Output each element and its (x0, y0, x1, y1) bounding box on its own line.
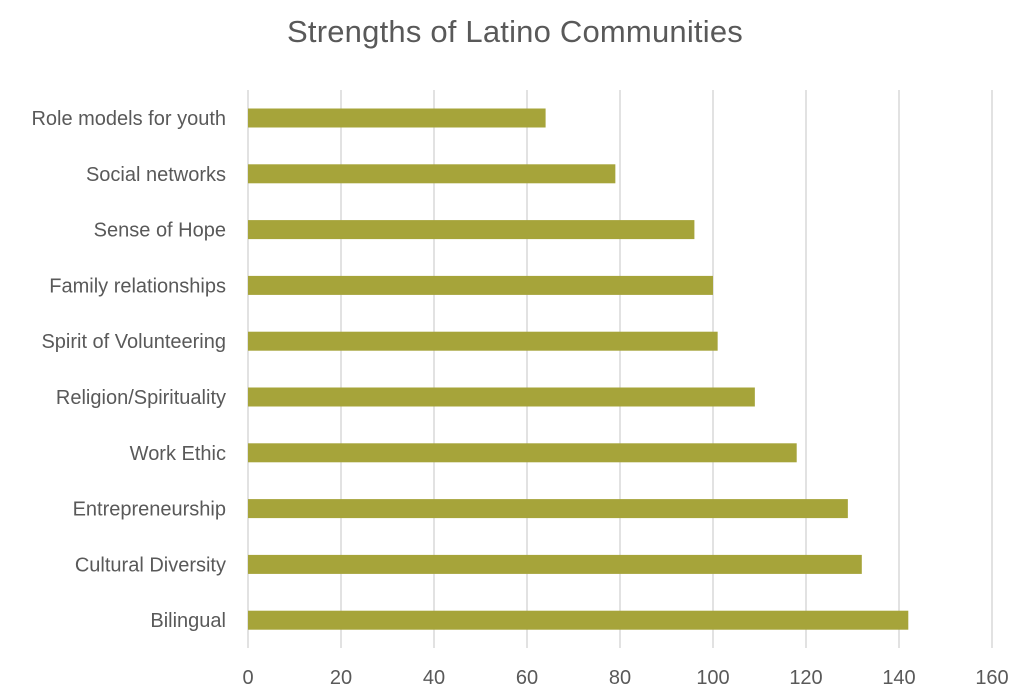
x-tick-label: 120 (789, 667, 822, 689)
x-tick-label: 160 (975, 667, 1008, 689)
category-label: Family relationships (49, 275, 226, 297)
category-label: Role models for youth (31, 108, 226, 130)
category-label: Religion/Spirituality (56, 387, 226, 409)
bar (248, 108, 546, 128)
category-label: Entrepreneurship (73, 499, 226, 521)
x-tick-label: 0 (242, 667, 253, 689)
bar (248, 610, 909, 630)
bar (248, 499, 848, 519)
bar (248, 554, 862, 574)
x-tick-label: 60 (516, 667, 538, 689)
bar (248, 443, 797, 463)
bar (248, 164, 616, 184)
x-tick-label: 140 (882, 667, 915, 689)
category-label: Cultural Diversity (75, 554, 226, 576)
bars (248, 108, 909, 630)
x-tick-label: 80 (609, 667, 631, 689)
category-label: Sense of Hope (94, 220, 226, 242)
x-tick-label: 40 (423, 667, 445, 689)
x-tick-label: 20 (330, 667, 352, 689)
category-label: Spirit of Volunteering (41, 331, 226, 353)
category-label: Social networks (86, 164, 226, 186)
x-axis-tick-labels: 0 20 40 60 80 100 120 140 160 (242, 667, 1008, 689)
category-label: Work Ethic (130, 443, 226, 465)
bar (248, 331, 718, 351)
category-labels: Role models for youth Social networks Sens… (31, 108, 226, 632)
chart-title: Strengths of Latino Communities (287, 14, 743, 49)
bar (248, 387, 755, 407)
bar (248, 220, 695, 240)
category-label: Bilingual (150, 610, 226, 632)
bar (248, 275, 713, 295)
x-tick-label: 100 (696, 667, 729, 689)
